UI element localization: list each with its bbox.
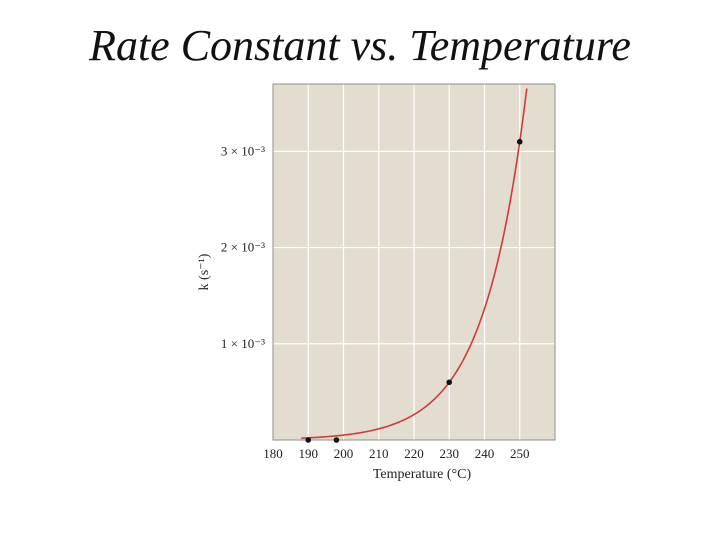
fit-curve — [301, 88, 528, 439]
x-tick-label: 200 — [334, 446, 354, 461]
x-tick-label: 230 — [440, 446, 460, 461]
y-tick-labels: 1 × 10⁻³ 2 × 10⁻³ 3 × 10⁻³ — [221, 143, 265, 350]
plot-frame — [272, 83, 556, 441]
x-tick-label: 220 — [404, 446, 424, 461]
y-tick-label: 3 × 10⁻³ — [221, 143, 265, 158]
grid-lines — [273, 84, 555, 440]
x-axis-label: Temperature (°C) — [373, 467, 472, 482]
data-point — [446, 379, 453, 386]
slide-title: Rate Constant vs. Temperature — [89, 21, 631, 70]
x-tick-label: 180 — [263, 446, 283, 461]
y-axis-label: k (s⁻¹) — [197, 253, 212, 290]
x-tick-label: 240 — [475, 446, 495, 461]
data-points — [305, 138, 523, 443]
y-tick-label: 1 × 10⁻³ — [221, 336, 265, 351]
x-tick-label: 210 — [369, 446, 389, 461]
x-tick-label: 250 — [510, 446, 530, 461]
data-point — [516, 138, 523, 145]
x-tick-labels: 180 190 200 210 220 230 240 250 — [263, 446, 529, 461]
data-point — [333, 437, 340, 443]
x-tick-label: 190 — [299, 446, 319, 461]
data-point — [305, 437, 312, 443]
y-tick-label: 2 × 10⁻³ — [221, 240, 265, 255]
